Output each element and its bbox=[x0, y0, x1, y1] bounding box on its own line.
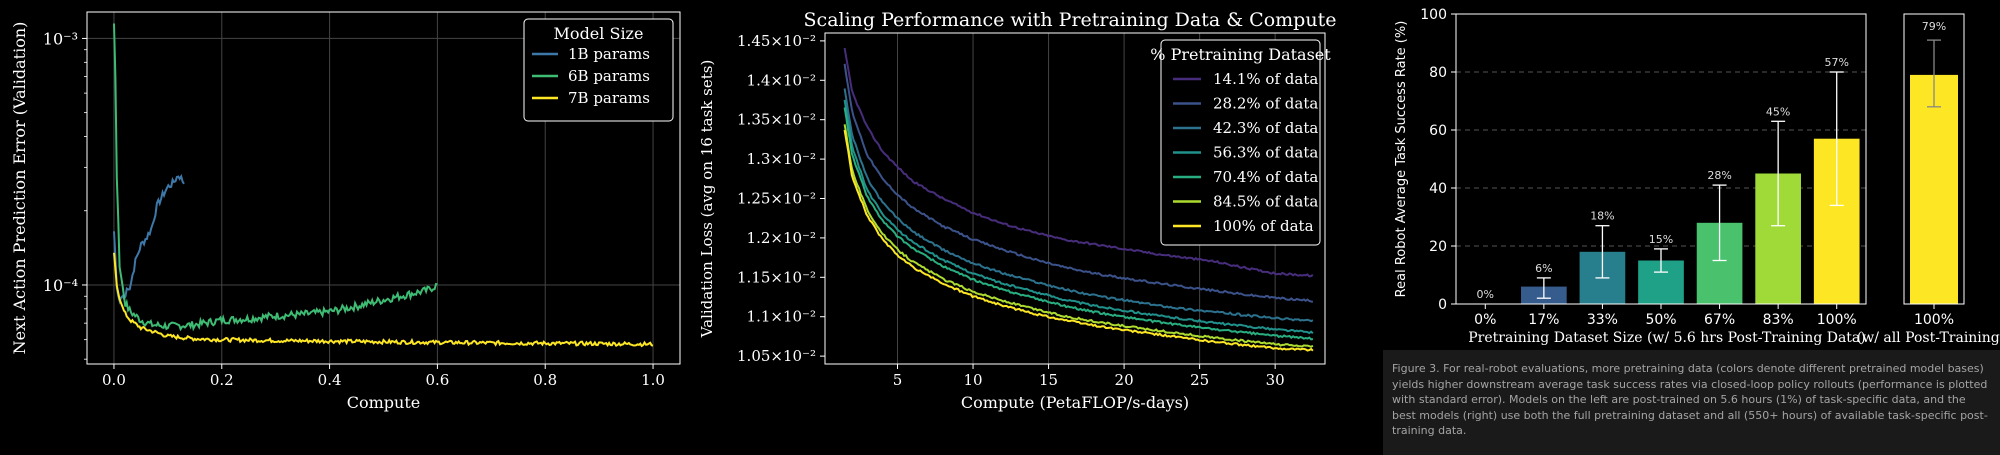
legend-label: 1B params bbox=[568, 45, 650, 63]
x-tick-label: 10 bbox=[963, 371, 982, 389]
y-tick-label: 1.1×10⁻² bbox=[747, 308, 816, 326]
y-tick-label: 60 bbox=[1429, 123, 1447, 139]
x-tick-label: 67% bbox=[1704, 312, 1735, 328]
x-tick-label: 0.8 bbox=[533, 371, 557, 389]
data-label: 45% bbox=[1766, 105, 1790, 118]
legend-title: Model Size bbox=[554, 24, 644, 43]
y-tick-label: 1.25×10⁻² bbox=[737, 190, 816, 208]
x-axis-label: Compute bbox=[347, 393, 421, 412]
series-line-1B-params bbox=[113, 173, 185, 305]
x-tick-label: 0.2 bbox=[210, 371, 234, 389]
x-tick-label: 0% bbox=[1474, 312, 1496, 328]
series-line-42.3-of-data bbox=[843, 88, 1314, 323]
x-axis-label: (w/ all Post-Training) bbox=[1857, 330, 2000, 346]
x-tick-label: 0.4 bbox=[318, 371, 342, 389]
x-tick-label: 15 bbox=[1039, 371, 1058, 389]
data-label: 15% bbox=[1649, 233, 1673, 246]
legend-label: 84.5% of data bbox=[1213, 193, 1318, 211]
series-line-7B-params bbox=[113, 252, 654, 348]
legend-box bbox=[1160, 39, 1321, 246]
data-label: 57% bbox=[1824, 56, 1848, 69]
x-tick-label: 25 bbox=[1190, 371, 1209, 389]
y-tick-label: 1.45×10⁻² bbox=[737, 32, 816, 50]
x-tick-label: 50% bbox=[1645, 312, 1676, 328]
x-tick-label: 17% bbox=[1528, 312, 1559, 328]
series-line-100-of-data bbox=[843, 129, 1314, 352]
x-axis-label: Compute (PetaFLOP/s-days) bbox=[961, 393, 1189, 412]
y-tick-label: 20 bbox=[1429, 239, 1447, 255]
y-tick-label: 100 bbox=[1420, 7, 1447, 23]
legend-label: 6B params bbox=[568, 67, 650, 85]
y-tick-label: 1.05×10⁻² bbox=[737, 347, 816, 365]
plot-frame bbox=[824, 32, 1326, 365]
caption-panel bbox=[1383, 350, 2000, 455]
data-label: 28% bbox=[1707, 169, 1731, 182]
data-label: 6% bbox=[1535, 262, 1552, 275]
y-tick-label: 1.35×10⁻² bbox=[737, 111, 816, 129]
plot-frame bbox=[86, 11, 681, 365]
y-tick-label: 1.3×10⁻² bbox=[747, 150, 816, 168]
y-tick-label: 80 bbox=[1429, 65, 1447, 81]
legend-title: % Pretraining Dataset bbox=[1150, 45, 1331, 64]
x-tick-label: 30 bbox=[1266, 371, 1285, 389]
series-line-6B-params bbox=[113, 23, 438, 332]
legend-box bbox=[523, 18, 674, 122]
y-tick-label: 40 bbox=[1429, 181, 1447, 197]
data-label: 0% bbox=[1477, 288, 1494, 301]
legend-label: 56.3% of data bbox=[1213, 144, 1318, 162]
x-axis-label: Pretraining Dataset Size (w/ 5.6 hrs Pos… bbox=[1468, 330, 1866, 346]
chart-title: Scaling Performance with Pretraining Dat… bbox=[804, 9, 1337, 31]
x-tick-label: 1.0 bbox=[641, 371, 665, 389]
legend-label: 100% of data bbox=[1213, 217, 1314, 235]
y-axis-label: Next Action Prediction Error (Validation… bbox=[10, 22, 29, 355]
y-axis-label: Validation Loss (avg on 16 task sets) bbox=[698, 60, 716, 339]
x-tick-label: 100% bbox=[1914, 312, 1954, 328]
y-tick-label: 10⁻³ bbox=[43, 29, 78, 48]
series-line-84.5-of-data bbox=[843, 124, 1314, 348]
series-line-28.2-of-data bbox=[843, 63, 1314, 303]
legend-label: 14.1% of data bbox=[1213, 70, 1318, 88]
legend-label: 28.2% of data bbox=[1213, 95, 1318, 113]
y-tick-label: 1.4×10⁻² bbox=[747, 71, 816, 89]
data-label: 18% bbox=[1590, 210, 1614, 223]
y-tick-label: 1.2×10⁻² bbox=[747, 229, 816, 247]
x-tick-label: 5 bbox=[893, 371, 903, 389]
y-tick-label: 10⁻⁴ bbox=[43, 276, 78, 295]
y-tick-label: 1.15×10⁻² bbox=[737, 268, 816, 286]
bar bbox=[1910, 74, 1958, 305]
y-axis-label: Real Robot Average Task Success Rate (%) bbox=[1394, 21, 1409, 298]
x-tick-label: 33% bbox=[1587, 312, 1618, 328]
x-tick-label: 20 bbox=[1115, 371, 1134, 389]
x-tick-label: 0.0 bbox=[102, 371, 126, 389]
data-label: 79% bbox=[1922, 20, 1946, 33]
y-tick-label: 0 bbox=[1438, 297, 1447, 313]
legend-label: 42.3% of data bbox=[1213, 119, 1318, 137]
figure-caption: Figure 3. For real-robot evaluations, mo… bbox=[1392, 362, 1988, 437]
series-line-56.3-of-data bbox=[843, 99, 1314, 335]
series-line-14.1-of-data bbox=[843, 47, 1314, 278]
legend-label: 7B params bbox=[568, 89, 650, 107]
x-tick-label: 100% bbox=[1817, 312, 1857, 328]
plot-frame bbox=[1455, 13, 1867, 305]
x-tick-label: 83% bbox=[1763, 312, 1794, 328]
legend-label: 70.4% of data bbox=[1213, 168, 1318, 186]
series-line-70.4-of-data bbox=[843, 107, 1314, 341]
x-tick-label: 0.6 bbox=[425, 371, 449, 389]
